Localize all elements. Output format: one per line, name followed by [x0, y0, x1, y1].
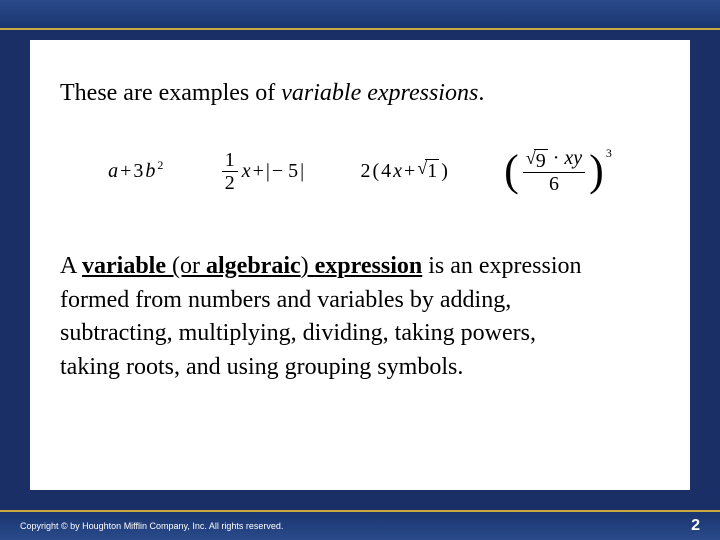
- sqrt-9: √9: [526, 149, 548, 172]
- def-line4: taking roots, and using grouping symbols…: [60, 354, 463, 380]
- abs-open: |: [266, 160, 270, 183]
- def-paren: ): [301, 253, 315, 279]
- def-algebraic: algebraic: [206, 253, 301, 279]
- def-variable: variable: [82, 253, 166, 279]
- slide: These are examples of variable expressio…: [0, 0, 720, 540]
- big-rparen: ): [589, 149, 604, 193]
- coef-4: 4: [381, 160, 391, 183]
- coef-3: 3: [133, 160, 143, 183]
- copyright-text: Copyright © by Houghton Mifflin Company,…: [20, 521, 283, 531]
- frac-den: 2: [222, 172, 238, 194]
- lparen: (: [372, 160, 379, 183]
- fraction-expr4: √9 · xy 6: [523, 147, 585, 195]
- expression-1: a + 3b2: [108, 160, 163, 183]
- content-area: These are examples of variable expressio…: [30, 40, 690, 490]
- page-number: 2: [691, 517, 700, 535]
- var-x: x: [242, 160, 251, 183]
- frac-num: 1: [222, 149, 238, 172]
- footer-bar: Copyright © by Houghton Mifflin Company,…: [0, 510, 720, 540]
- fraction-half: 1 2: [222, 149, 238, 194]
- intro-suffix: .: [478, 80, 484, 106]
- var-x: x: [564, 147, 573, 169]
- def-line2: formed from numbers and variables by add…: [60, 287, 511, 313]
- frac-num: √9 · xy: [523, 147, 585, 173]
- top-bar: [0, 0, 720, 30]
- def-expression: expression: [315, 253, 423, 279]
- expression-3: 2(4x + √1): [360, 159, 447, 183]
- exp-2: 2: [157, 158, 163, 173]
- intro-emphasis: variable expressions: [281, 80, 478, 106]
- exp-3: 3: [606, 146, 612, 161]
- op-plus: +: [253, 160, 264, 183]
- big-lparen: (: [504, 149, 519, 193]
- math-expressions-row: a + 3b2 1 2 x + |− 5| 2(4x + √1) ( √9 · …: [60, 147, 660, 195]
- op-plus: +: [120, 160, 131, 183]
- var-a: a: [108, 160, 118, 183]
- var-y: y: [573, 147, 582, 169]
- sqrt-1: √1: [417, 159, 439, 183]
- op-plus: +: [404, 160, 415, 183]
- definition-text: A variable (or algebraic) expression is …: [60, 250, 660, 384]
- var-b: b: [145, 160, 155, 183]
- neg-5: − 5: [272, 160, 298, 183]
- def-a: A: [60, 253, 82, 279]
- sqrt-arg: 1: [425, 159, 439, 183]
- expression-4: ( √9 · xy 6 ) 3: [504, 147, 612, 195]
- coef-2: 2: [360, 160, 370, 183]
- def-or: (or: [166, 253, 206, 279]
- intro-prefix: These are examples of: [60, 80, 281, 106]
- frac-den: 6: [546, 173, 562, 195]
- abs-close: |: [300, 160, 304, 183]
- op-dot: ·: [548, 147, 565, 169]
- var-x: x: [393, 160, 402, 183]
- intro-text: These are examples of variable expressio…: [60, 80, 660, 107]
- def-line3: subtracting, multiplying, dividing, taki…: [60, 320, 536, 346]
- expression-2: 1 2 x + |− 5|: [220, 149, 304, 194]
- def-rest1: is an expression: [422, 253, 581, 279]
- sqrt-arg: 9: [534, 149, 548, 172]
- rparen: ): [441, 160, 448, 183]
